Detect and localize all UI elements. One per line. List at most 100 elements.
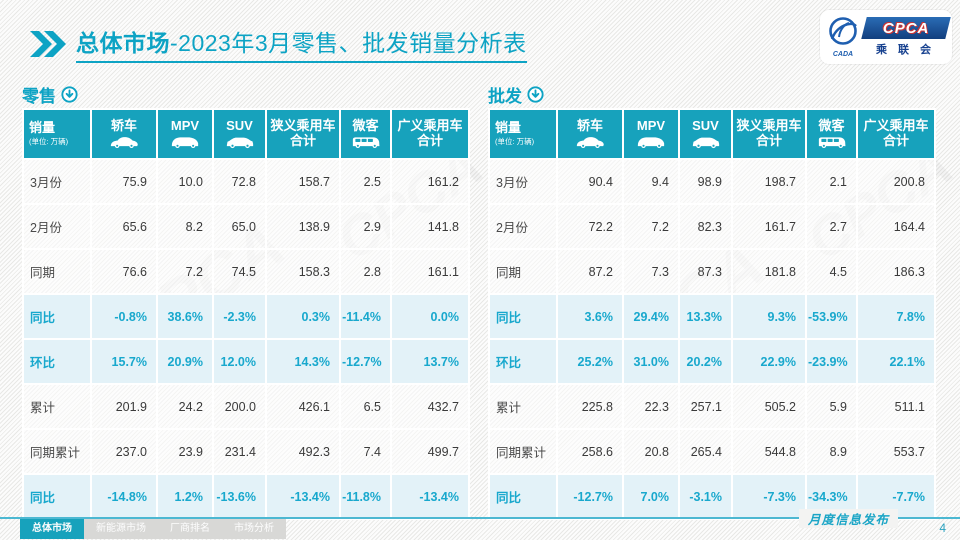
value-cell: 29.4% bbox=[622, 293, 680, 340]
value-cell: 25.2% bbox=[556, 338, 624, 385]
value-cell: -12.7% bbox=[556, 473, 624, 520]
value-cell: 200.0 bbox=[212, 383, 267, 430]
value-cell: -11.4% bbox=[339, 293, 392, 340]
column-label-line2: 合计 bbox=[289, 133, 316, 148]
table-row: 3月份 90.4 9.4 98.9 198.7 2.1 200.8 bbox=[488, 158, 936, 205]
value-cell: 10.0 bbox=[156, 158, 214, 205]
value-cell: 72.2 bbox=[556, 203, 624, 250]
cpca-acronym: CPCA bbox=[882, 19, 929, 37]
row-label: 同期累计 bbox=[488, 428, 558, 475]
tab-market-analysis[interactable]: 市场分析 bbox=[222, 519, 286, 539]
value-cell: 265.4 bbox=[678, 428, 733, 475]
row-label: 环比 bbox=[488, 338, 558, 385]
tab-nev-market[interactable]: 新能源市场 bbox=[84, 519, 158, 539]
row-label: 同比 bbox=[22, 473, 92, 520]
footer-tabs: 总体市场 新能源市场 厂商排名 市场分析 bbox=[20, 519, 286, 539]
row-label: 同期 bbox=[22, 248, 92, 295]
table-row: 同期累计 237.0 23.9 231.4 492.3 7.4 499.7 bbox=[22, 428, 470, 475]
column-header: MPV bbox=[156, 108, 214, 160]
row-label: 同比 bbox=[488, 293, 558, 340]
value-cell: 138.9 bbox=[265, 203, 341, 250]
tab-oem-ranking[interactable]: 厂商排名 bbox=[158, 519, 222, 539]
column-label: 狭义乘用车 bbox=[270, 118, 336, 134]
row-label: 同期 bbox=[488, 248, 558, 295]
row-label: 3月份 bbox=[22, 158, 92, 205]
value-cell: 4.5 bbox=[805, 248, 858, 295]
cpca-logo: CADA CPCA 乘 联 会 bbox=[820, 10, 952, 64]
circle-down-arrow-icon bbox=[61, 86, 78, 103]
retail-section-label: 零售 bbox=[22, 84, 468, 106]
table-row: 同比 -0.8% 38.6% -2.3% 0.3% -11.4% 0.0% bbox=[22, 293, 470, 340]
column-label: 轿车 bbox=[110, 118, 137, 134]
value-cell: 2.5 bbox=[339, 158, 392, 205]
value-cell: 20.2% bbox=[678, 338, 733, 385]
circle-down-arrow-icon bbox=[527, 86, 544, 103]
cpca-chinese-name: 乘 联 会 bbox=[875, 44, 936, 56]
row-label: 同比 bbox=[22, 293, 92, 340]
value-cell: 2.1 bbox=[805, 158, 858, 205]
release-note: 月度信息发布 bbox=[798, 509, 898, 528]
value-cell: 76.6 bbox=[90, 248, 158, 295]
value-cell: -13.4% bbox=[265, 473, 341, 520]
value-cell: 22.3 bbox=[622, 383, 680, 430]
sales-volume-header: 销量 (单位: 万辆) bbox=[488, 108, 558, 160]
value-cell: 198.7 bbox=[731, 158, 807, 205]
table-row: 2月份 72.2 7.2 82.3 161.7 2.7 164.4 bbox=[488, 203, 936, 250]
column-label: MPV bbox=[636, 118, 666, 134]
value-cell: 1.2% bbox=[156, 473, 214, 520]
value-cell: 499.7 bbox=[390, 428, 470, 475]
value-cell: 511.1 bbox=[856, 383, 936, 430]
value-cell: 200.8 bbox=[856, 158, 936, 205]
suv-icon bbox=[682, 135, 729, 149]
sales-volume-header: 销量 (单位: 万辆) bbox=[22, 108, 92, 160]
value-cell: 161.1 bbox=[390, 248, 470, 295]
page-title: 总体市场-2023年3月零售、批发销量分析表 bbox=[76, 24, 527, 63]
row-label: 累计 bbox=[488, 383, 558, 430]
value-cell: -0.8% bbox=[90, 293, 158, 340]
column-header: 微客 bbox=[805, 108, 858, 160]
row-label: 2月份 bbox=[488, 203, 558, 250]
value-cell: 2.7 bbox=[805, 203, 858, 250]
van-icon bbox=[809, 135, 854, 149]
value-cell: 38.6% bbox=[156, 293, 214, 340]
value-cell: -13.4% bbox=[390, 473, 470, 520]
column-label-line2: 合计 bbox=[416, 133, 443, 148]
tab-overall-market[interactable]: 总体市场 bbox=[20, 519, 84, 539]
value-cell: 201.9 bbox=[90, 383, 158, 430]
value-cell: 12.0% bbox=[212, 338, 267, 385]
column-header: 广义乘用车 合计 bbox=[856, 108, 936, 160]
value-cell: 505.2 bbox=[731, 383, 807, 430]
wholesale-section: 批发 销量 (单位: 万辆) 轿车 MPV SUV 狭义乘用车 合计 微客 广义乘用车 合计 3月… bbox=[488, 84, 936, 520]
value-cell: 164.4 bbox=[856, 203, 936, 250]
van-icon bbox=[343, 135, 388, 149]
table-row: 累计 201.9 24.2 200.0 426.1 6.5 432.7 bbox=[22, 383, 470, 430]
value-cell: 158.7 bbox=[265, 158, 341, 205]
column-header: SUV bbox=[212, 108, 267, 160]
column-header: 狭义乘用车 合计 bbox=[265, 108, 341, 160]
value-cell: 161.2 bbox=[390, 158, 470, 205]
value-cell: 0.3% bbox=[265, 293, 341, 340]
value-cell: -11.8% bbox=[339, 473, 392, 520]
value-cell: 82.3 bbox=[678, 203, 733, 250]
table-row: 3月份 75.9 10.0 72.8 158.7 2.5 161.2 bbox=[22, 158, 470, 205]
cpca-emblem-icon: CADA bbox=[825, 15, 861, 59]
page-title-rest: -2023年3月零售、批发销量分析表 bbox=[170, 30, 527, 56]
value-cell: 8.2 bbox=[156, 203, 214, 250]
column-header: SUV bbox=[678, 108, 733, 160]
column-header: 轿车 bbox=[556, 108, 624, 160]
value-cell: 7.8% bbox=[856, 293, 936, 340]
value-cell: 22.1% bbox=[856, 338, 936, 385]
page-title-emphasis: 总体市场 bbox=[76, 30, 170, 56]
value-cell: 15.7% bbox=[90, 338, 158, 385]
value-cell: 7.2 bbox=[622, 203, 680, 250]
row-label: 累计 bbox=[22, 383, 92, 430]
column-label-line2: 合计 bbox=[755, 133, 782, 148]
column-label: 轿车 bbox=[576, 118, 603, 134]
table-row: 环比 15.7% 20.9% 12.0% 14.3% -12.7% 13.7% bbox=[22, 338, 470, 385]
column-label: MPV bbox=[170, 118, 200, 134]
value-cell: 14.3% bbox=[265, 338, 341, 385]
value-cell: 20.9% bbox=[156, 338, 214, 385]
value-cell: -2.3% bbox=[212, 293, 267, 340]
value-cell: 13.7% bbox=[390, 338, 470, 385]
table-row: 同期 87.2 7.3 87.3 181.8 4.5 186.3 bbox=[488, 248, 936, 295]
